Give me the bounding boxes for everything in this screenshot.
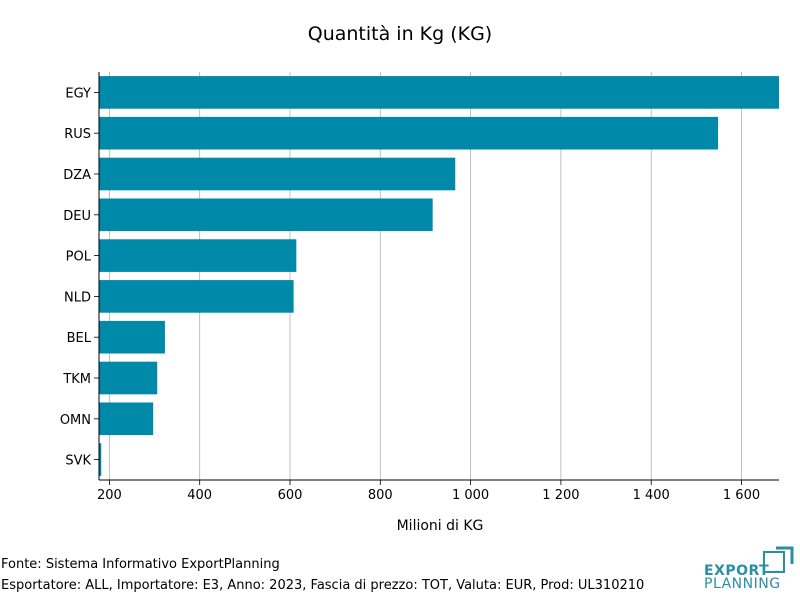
exportplanning-logo: EXPORT PLANNING bbox=[704, 545, 798, 595]
y-tick-label: EGY bbox=[65, 86, 91, 101]
y-tick-label: NLD bbox=[64, 290, 91, 305]
bar-egy bbox=[99, 76, 779, 109]
x-tick-label: 1 600 bbox=[723, 488, 760, 503]
logo-text-export: EXPORT bbox=[704, 563, 770, 579]
bars bbox=[99, 76, 779, 476]
logo-mark-icon bbox=[763, 546, 794, 573]
bar-rus bbox=[99, 116, 719, 150]
bar-svk bbox=[99, 443, 102, 476]
x-tick-label: 1 000 bbox=[452, 488, 489, 503]
y-tick-label: POL bbox=[66, 250, 92, 265]
chart-title: Quantità in Kg (KG) bbox=[308, 23, 492, 45]
y-tick-label: DZA bbox=[63, 168, 91, 183]
bar-dza bbox=[99, 157, 456, 191]
bar-pol bbox=[99, 239, 297, 272]
x-tick-label: 1 200 bbox=[542, 488, 579, 503]
logo-text-planning: PLANNING bbox=[704, 576, 781, 592]
footer-details: Esportatore: ALL, Importatore: E3, Anno:… bbox=[1, 578, 645, 593]
bar-bel bbox=[99, 320, 165, 354]
x-tick-label: 800 bbox=[368, 488, 393, 503]
bar-omn bbox=[99, 402, 154, 436]
y-tick-label: TKM bbox=[62, 372, 91, 387]
x-tick-label: 600 bbox=[278, 488, 303, 503]
y-tick-label: DEU bbox=[63, 209, 91, 224]
y-tick-label: OMN bbox=[60, 413, 91, 428]
bar-nld bbox=[99, 280, 294, 313]
x-tick-label: 200 bbox=[97, 488, 122, 503]
x-axis-label: Milioni di KG bbox=[397, 518, 484, 534]
y-tick-label: SVK bbox=[65, 454, 91, 469]
axes: 200 400 600 800 1 000 1 200 1 400 1 600 EGY RUS DZ… bbox=[60, 72, 779, 503]
x-tick-label: 400 bbox=[187, 488, 212, 503]
y-tick-label: RUS bbox=[64, 127, 91, 142]
bar-deu bbox=[99, 198, 433, 232]
bar-tkm bbox=[99, 361, 158, 395]
x-tick-label: 1 400 bbox=[633, 488, 670, 503]
y-tick-label: BEL bbox=[67, 331, 92, 346]
footer-source: Fonte: Sistema Informativo ExportPlannin… bbox=[1, 557, 280, 572]
